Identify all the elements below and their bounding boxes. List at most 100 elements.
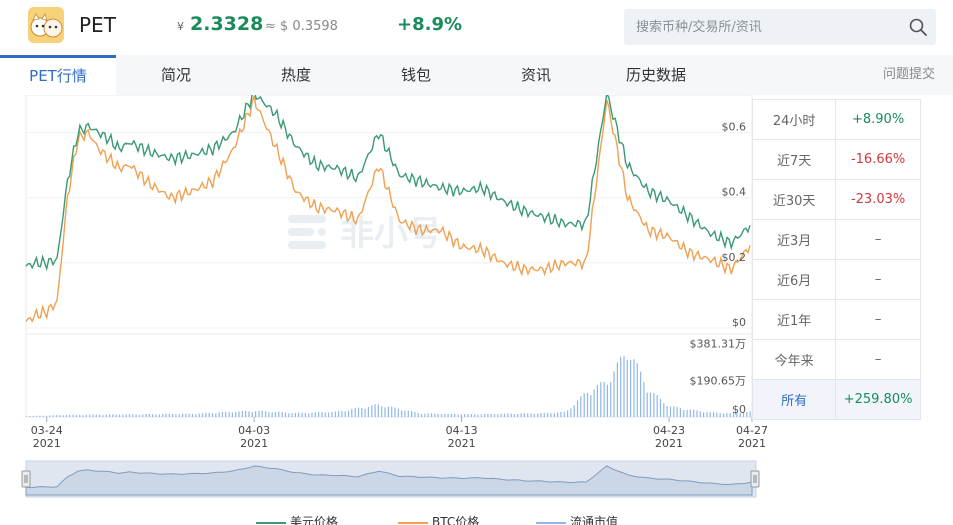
tab-wallet[interactable]: 钱包 xyxy=(400,66,431,84)
volume-bar xyxy=(447,413,449,417)
volume-bar xyxy=(377,404,379,417)
volume-bar xyxy=(268,412,270,417)
stats-row[interactable]: 所有 +259.80% xyxy=(751,379,921,420)
stats-period[interactable]: 所有 xyxy=(751,379,837,420)
navigator-left-handle[interactable] xyxy=(21,470,31,488)
usd-price: ≈ $ 0.3598 xyxy=(265,19,338,34)
stats-row[interactable]: 24小时 +8.90% xyxy=(751,99,921,140)
volume-bar xyxy=(656,395,658,417)
date-axis: 03-24202104-03202104-13202104-23202104-2… xyxy=(31,417,768,450)
volume-bar xyxy=(36,415,38,417)
tab-overview[interactable]: 简况 xyxy=(160,66,191,84)
stats-period[interactable]: 近1年 xyxy=(751,299,837,340)
volume-bar xyxy=(178,414,180,417)
volume-bar xyxy=(92,414,94,417)
legend-usd[interactable]: 美元价格 xyxy=(256,513,338,525)
volume-bar xyxy=(440,414,443,417)
volume-bar xyxy=(69,414,71,417)
tab-popularity[interactable]: 热度 xyxy=(280,66,311,84)
volume-bar xyxy=(640,371,642,417)
volume-bar xyxy=(341,411,343,417)
volume-bar xyxy=(530,413,532,417)
volume-bar xyxy=(265,411,267,417)
volume-bar xyxy=(261,410,263,417)
volume-bar xyxy=(321,412,323,417)
volume-bar xyxy=(742,412,745,417)
stats-period[interactable]: 近30天 xyxy=(751,179,837,220)
pet-logo xyxy=(28,7,64,43)
stats-row[interactable]: 近3月 – xyxy=(751,219,921,260)
year-tick-label: 2021 xyxy=(448,437,476,450)
volume-bar xyxy=(205,412,207,417)
volume-bar xyxy=(699,411,701,417)
volume-bar xyxy=(65,415,67,417)
volume-bar xyxy=(480,414,482,417)
legend-btc[interactable]: BTC价格 xyxy=(398,513,479,525)
stats-row[interactable]: 近6月 – xyxy=(751,259,921,300)
volume-bar xyxy=(281,412,283,417)
volume-bar xyxy=(135,414,137,417)
volume-bar xyxy=(125,414,127,417)
volume-bar xyxy=(175,414,177,417)
volume-bar xyxy=(673,406,675,417)
stats-value: – xyxy=(835,219,921,260)
volume-bar xyxy=(464,414,466,417)
volume-bar xyxy=(593,389,595,417)
volume-bar xyxy=(427,413,429,417)
price-tick-label: $0.4 xyxy=(722,186,747,199)
price-tick-label: $0.2 xyxy=(722,251,747,264)
stats-row[interactable]: 近1年 – xyxy=(751,299,921,340)
volume-bar xyxy=(387,406,389,417)
stats-period[interactable]: 今年来 xyxy=(751,339,837,380)
volume-bar xyxy=(221,412,223,417)
volume-bar xyxy=(278,411,280,417)
volume-bar xyxy=(284,412,287,417)
volume-bar xyxy=(646,392,648,417)
price-change-24h: +8.9% xyxy=(397,14,463,35)
volume-bar xyxy=(39,415,41,417)
price-tick-label: $0.6 xyxy=(722,121,747,134)
volume-bar xyxy=(245,410,247,417)
range-navigator[interactable] xyxy=(21,460,760,498)
volume-bar xyxy=(716,412,718,417)
stats-row[interactable]: 近30天 -23.03% xyxy=(751,179,921,220)
tab-news[interactable]: 资讯 xyxy=(520,66,551,84)
volume-bar xyxy=(401,410,403,417)
volume-bar xyxy=(746,411,748,417)
stats-period[interactable]: 近6月 xyxy=(751,259,837,300)
volume-bar xyxy=(311,412,313,417)
volume-bar xyxy=(318,411,320,417)
stats-value: +259.80% xyxy=(835,379,921,420)
volume-bar xyxy=(301,412,303,417)
volume-bar xyxy=(616,362,618,417)
volume-bar xyxy=(467,414,469,417)
search-input[interactable] xyxy=(636,17,896,37)
volume-bar xyxy=(417,413,419,417)
search-icon[interactable] xyxy=(908,17,928,37)
volume-bar xyxy=(749,411,751,417)
volume-bar xyxy=(404,410,406,417)
year-tick-label: 2021 xyxy=(33,437,61,450)
stats-value: -23.03% xyxy=(835,179,921,220)
tab-market[interactable]: PET行情 xyxy=(0,55,116,95)
stats-period[interactable]: 近3月 xyxy=(751,219,837,260)
feedback-link[interactable]: 问题提交 xyxy=(882,67,935,82)
volume-bar xyxy=(583,393,585,417)
stats-period[interactable]: 24小时 xyxy=(751,99,837,140)
stats-row[interactable]: 今年来 – xyxy=(751,339,921,380)
volume-bar xyxy=(666,406,668,417)
stats-row[interactable]: 近7天 -16.66% xyxy=(751,139,921,180)
cny-symbol: ¥ xyxy=(177,20,184,33)
volume-bar xyxy=(89,414,91,417)
navigator-right-handle[interactable] xyxy=(750,470,760,488)
volume-bar xyxy=(713,412,715,417)
volume-bar xyxy=(344,411,346,417)
volume-bar xyxy=(414,411,416,417)
legend-market-cap[interactable]: 流通市值 xyxy=(536,513,618,525)
year-tick-label: 2021 xyxy=(738,437,766,450)
price-chart[interactable]: 非小号 $0 $0.2 $0.4 $0.6 $0 $190.65万 $381.31万 03… xyxy=(0,95,953,511)
volume-bar xyxy=(128,414,131,417)
volume-bar xyxy=(354,408,356,417)
tab-history[interactable]: 历史数据 xyxy=(625,66,686,84)
stats-period[interactable]: 近7天 xyxy=(751,139,837,180)
